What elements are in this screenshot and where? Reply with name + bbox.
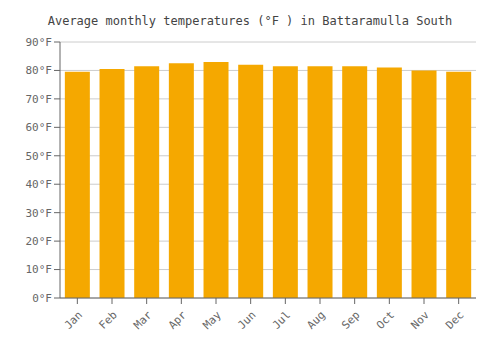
svg-text:70°F: 70°F	[26, 93, 53, 106]
html-text:Average monthly temperatures (: Average monthly temperatures (°F ) in Ba…	[47, 14, 453, 28]
svg-text:50°F: 50°F	[26, 150, 53, 163]
svg-text:60°F: 60°F	[26, 121, 53, 134]
svg-text:Sep: Sep	[339, 309, 362, 332]
svg-text:Aug: Aug	[305, 309, 328, 332]
svg-text:Oct: Oct	[374, 309, 397, 332]
svg-text:40°F: 40°F	[26, 178, 53, 191]
svg-text:Nov: Nov	[409, 308, 433, 332]
svg-text:Apr: Apr	[166, 308, 190, 332]
svg-text:20°F: 20°F	[26, 235, 53, 248]
svg-text:0°F: 0°F	[32, 292, 52, 305]
svg-text:May: May	[201, 308, 225, 332]
svg-text:Mar: Mar	[131, 308, 155, 332]
svg-text:90°F: 90°F	[26, 36, 53, 49]
svg-text:10°F: 10°F	[26, 263, 53, 276]
svg-text:Jan: Jan	[62, 309, 85, 332]
svg-text:30°F: 30°F	[26, 207, 53, 220]
svg-text:Jul: Jul	[270, 309, 293, 332]
svg-text:Dec: Dec	[443, 309, 466, 332]
svg-text:Jun: Jun	[235, 309, 258, 332]
svg-text:80°F: 80°F	[26, 64, 53, 77]
svg-text:Feb: Feb	[97, 309, 120, 332]
